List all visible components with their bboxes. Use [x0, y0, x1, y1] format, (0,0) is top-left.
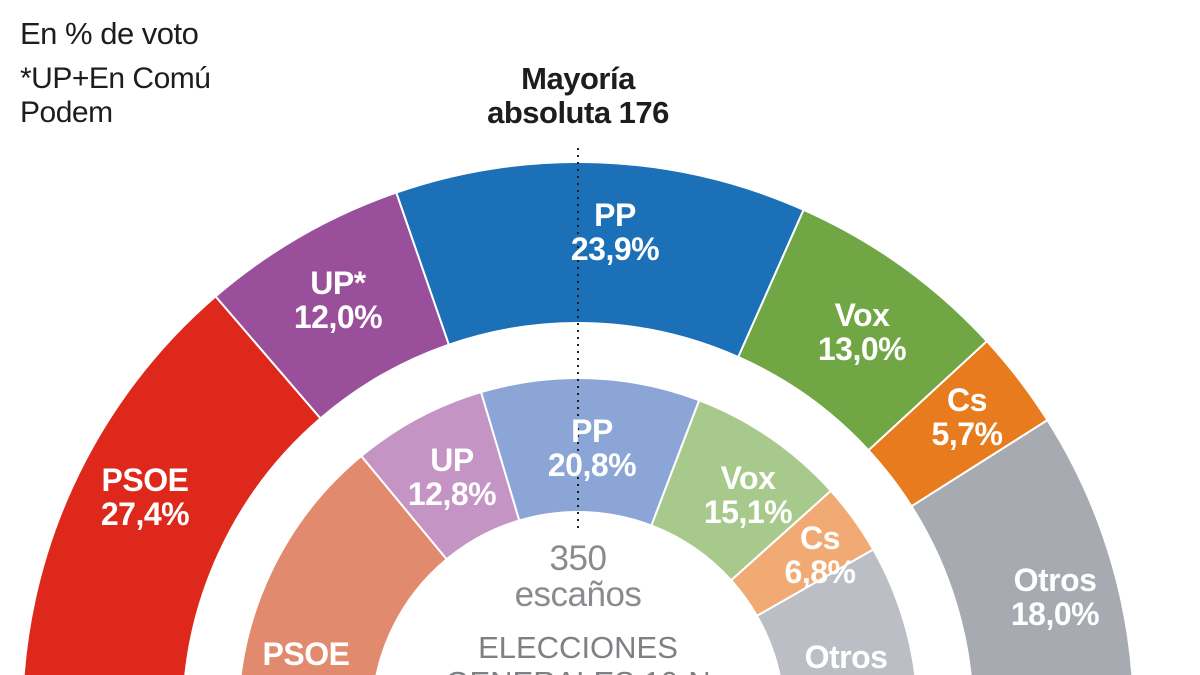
total-seats-label: 350 escaños: [514, 539, 642, 614]
election-reference-label: ELECCIONES GENERALES 10-N: [445, 630, 710, 675]
chart-footnote: *UP+En Comú Podem: [20, 62, 211, 129]
segment-pp-outer: [395, 160, 805, 359]
majority-annotation: Mayoría absoluta 176: [487, 61, 669, 131]
chart-unit-note: En % de voto: [20, 16, 199, 51]
segment-otros-outer: [910, 418, 1134, 675]
segment-otros-inner: [755, 548, 917, 675]
